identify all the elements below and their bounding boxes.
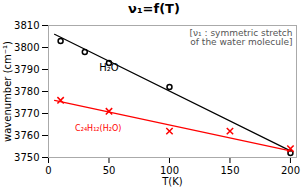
svg-text:50: 50 bbox=[103, 165, 116, 176]
svg-text:150: 150 bbox=[220, 165, 239, 176]
svg-text:T(K): T(K) bbox=[161, 176, 183, 187]
svg-text:200: 200 bbox=[281, 165, 300, 176]
svg-text:[ν₁ : symmetric stretchof the: [ν₁ : symmetric stretchof the water mole… bbox=[190, 28, 293, 47]
svg-text:3780: 3780 bbox=[14, 86, 39, 97]
svg-text:3810: 3810 bbox=[14, 20, 39, 31]
svg-text:100: 100 bbox=[160, 165, 179, 176]
svg-text:3790: 3790 bbox=[14, 64, 39, 75]
svg-text:H₂O: H₂O bbox=[99, 62, 119, 73]
svg-text:wavenumber (cm⁻¹): wavenumber (cm⁻¹) bbox=[2, 41, 13, 142]
svg-text:3750: 3750 bbox=[14, 152, 39, 163]
svg-text:3760: 3760 bbox=[14, 130, 39, 141]
svg-text:C₂₄H₁₂(H₂O): C₂₄H₁₂(H₂O) bbox=[75, 124, 121, 133]
svg-text:0: 0 bbox=[45, 165, 51, 176]
html-text:ν₁=f(T): ν₁=f(T) bbox=[128, 1, 180, 16]
svg-text:3800: 3800 bbox=[14, 42, 39, 53]
svg-text:3770: 3770 bbox=[14, 108, 39, 119]
